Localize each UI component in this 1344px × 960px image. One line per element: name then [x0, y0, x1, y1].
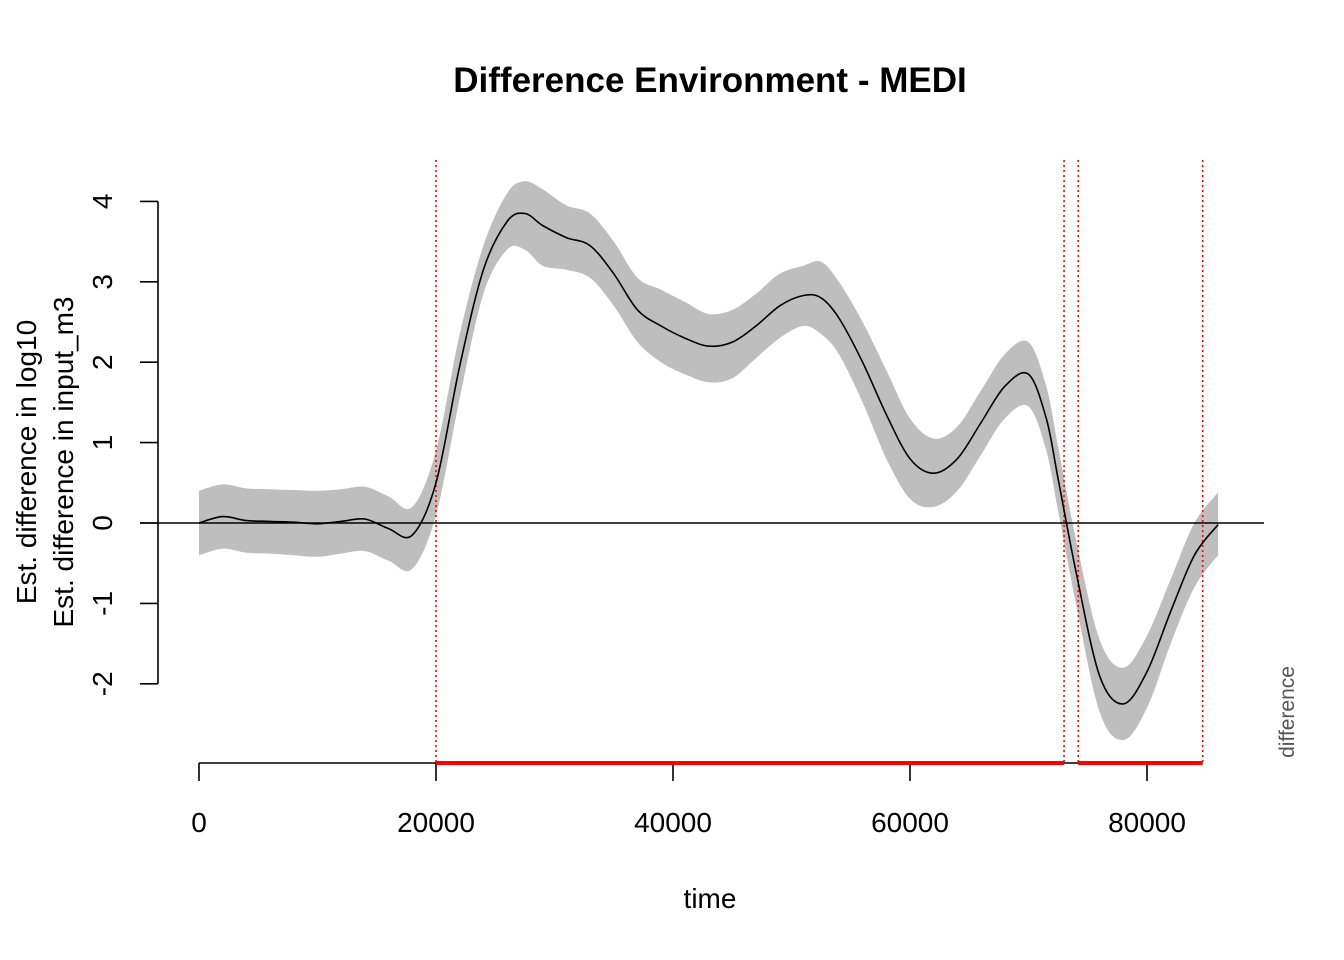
estimate-line	[198, 212, 1219, 705]
confidence-band	[199, 181, 1219, 741]
x-tick-label: 0	[191, 807, 207, 838]
y-tick-label: 0	[87, 515, 118, 531]
y-axis-label-line1: Est. difference in log10	[11, 320, 42, 604]
x-axis: 0 20000 40000 60000 80000	[191, 762, 1186, 838]
side-label: difference	[1276, 666, 1299, 758]
x-axis-label: time	[684, 883, 737, 914]
y-tick-label: 1	[87, 435, 118, 451]
x-tick-label: 40000	[634, 807, 712, 838]
significance-boundary-layer	[435, 160, 1204, 763]
x-tick-label: 60000	[871, 807, 949, 838]
y-axis: -2 -1 0 1 2 3 4	[87, 194, 159, 696]
y-axis-label-line2: Est. difference in input_m3	[48, 296, 79, 627]
y-tick-label: -2	[87, 671, 118, 696]
y-tick-label: 3	[87, 274, 118, 290]
chart-title: Difference Environment - MEDI	[453, 61, 966, 100]
x-tick-label: 80000	[1108, 807, 1186, 838]
y-tick-label: 2	[87, 354, 118, 370]
x-tick-label: 20000	[397, 807, 475, 838]
y-tick-label: 4	[87, 194, 118, 210]
estimate-line-layer	[198, 212, 1219, 705]
confidence-band-layer	[199, 181, 1219, 741]
y-tick-label: -1	[87, 591, 118, 616]
